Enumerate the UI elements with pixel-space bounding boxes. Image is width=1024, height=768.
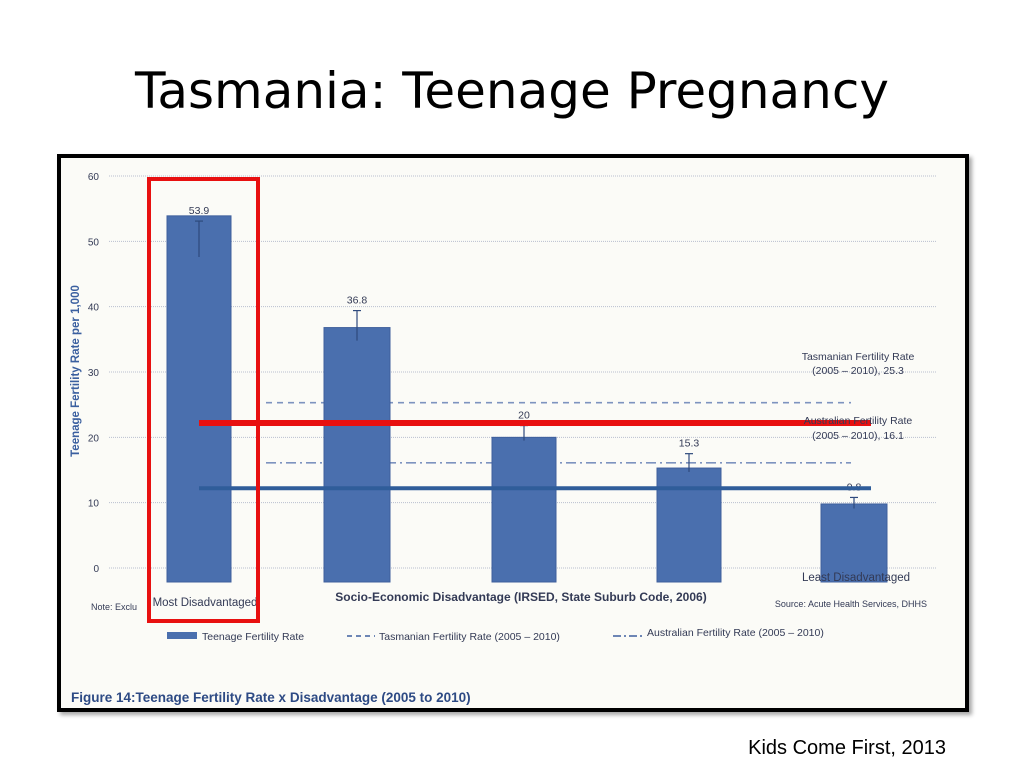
aus-annotation-line2: (2005 – 2010), 16.1 — [812, 430, 904, 442]
chart-frame: 53.9 36.8 20 15.3 9.8 0 10 20 30 40 50 60 Teenage … — [57, 154, 969, 712]
bar-value-label: 15.3 — [679, 438, 700, 450]
tas-annotation-line1: Tasmanian Fertility Rate — [802, 351, 915, 363]
bar-group: 9.8 — [820, 481, 888, 583]
x-axis-label: Socio-Economic Disadvantage (IRSED, Stat… — [335, 590, 706, 604]
y-tick-label: 60 — [88, 172, 100, 183]
y-tick-label: 40 — [88, 303, 100, 314]
bar — [656, 467, 722, 583]
source-text: Source: Acute Health Services, DHHS — [775, 599, 927, 609]
slide-credit: Kids Come First, 2013 — [748, 737, 946, 759]
legend-swatch-teen-rate — [167, 632, 197, 639]
figure-caption: Figure 14:Teenage Fertility Rate x Disad… — [71, 690, 471, 705]
bar-group: 15.3 — [656, 438, 722, 583]
y-tick-labels: 0 10 20 30 40 50 60 — [88, 172, 100, 575]
category-label-most: Most Disadvantaged — [153, 597, 258, 609]
y-axis-label: Teenage Fertility Rate per 1,000 — [70, 285, 82, 457]
y-tick-label: 20 — [88, 433, 100, 444]
bar — [323, 327, 391, 583]
bars: 53.9 36.8 20 15.3 9.8 — [166, 205, 888, 583]
legend-label-tas-rate: Tasmanian Fertility Rate (2005 – 2010) — [379, 631, 560, 643]
note-text: Note: Exclu — [91, 602, 137, 612]
legend-label-aus-rate: Australian Fertility Rate (2005 – 2010) — [647, 627, 824, 639]
bar-value-label: 53.9 — [189, 205, 210, 217]
y-tick-label: 50 — [88, 237, 100, 248]
overlay-lines — [199, 419, 871, 491]
y-tick-label: 0 — [93, 564, 99, 575]
fertility-chart: 53.9 36.8 20 15.3 9.8 0 10 20 30 40 50 60 Teenage … — [70, 172, 937, 705]
bar-group: 36.8 — [323, 295, 391, 583]
slide-title: Tasmania: Teenage Pregnancy — [135, 62, 889, 120]
aus-annotation-line1: Australian Fertility Rate — [804, 415, 913, 427]
y-tick-label: 30 — [88, 368, 100, 379]
legend: Teenage Fertility Rate Tasmanian Fertili… — [167, 627, 824, 643]
bar — [820, 503, 888, 583]
reference-lines — [266, 401, 851, 464]
bar — [491, 436, 557, 583]
bar-value-label: 20 — [518, 410, 530, 422]
bar-value-label: 36.8 — [347, 295, 368, 307]
bar-group: 20 — [491, 410, 557, 583]
category-label-least: Least Disadvantaged — [802, 572, 910, 584]
tas-annotation-line2: (2005 – 2010), 25.3 — [812, 365, 904, 377]
bar-group: 53.9 — [166, 205, 232, 583]
bar — [166, 215, 232, 583]
most-disadvantaged-highlight — [147, 177, 260, 623]
y-tick-label: 10 — [88, 499, 100, 510]
legend-label-teen-rate: Teenage Fertility Rate — [202, 631, 304, 643]
